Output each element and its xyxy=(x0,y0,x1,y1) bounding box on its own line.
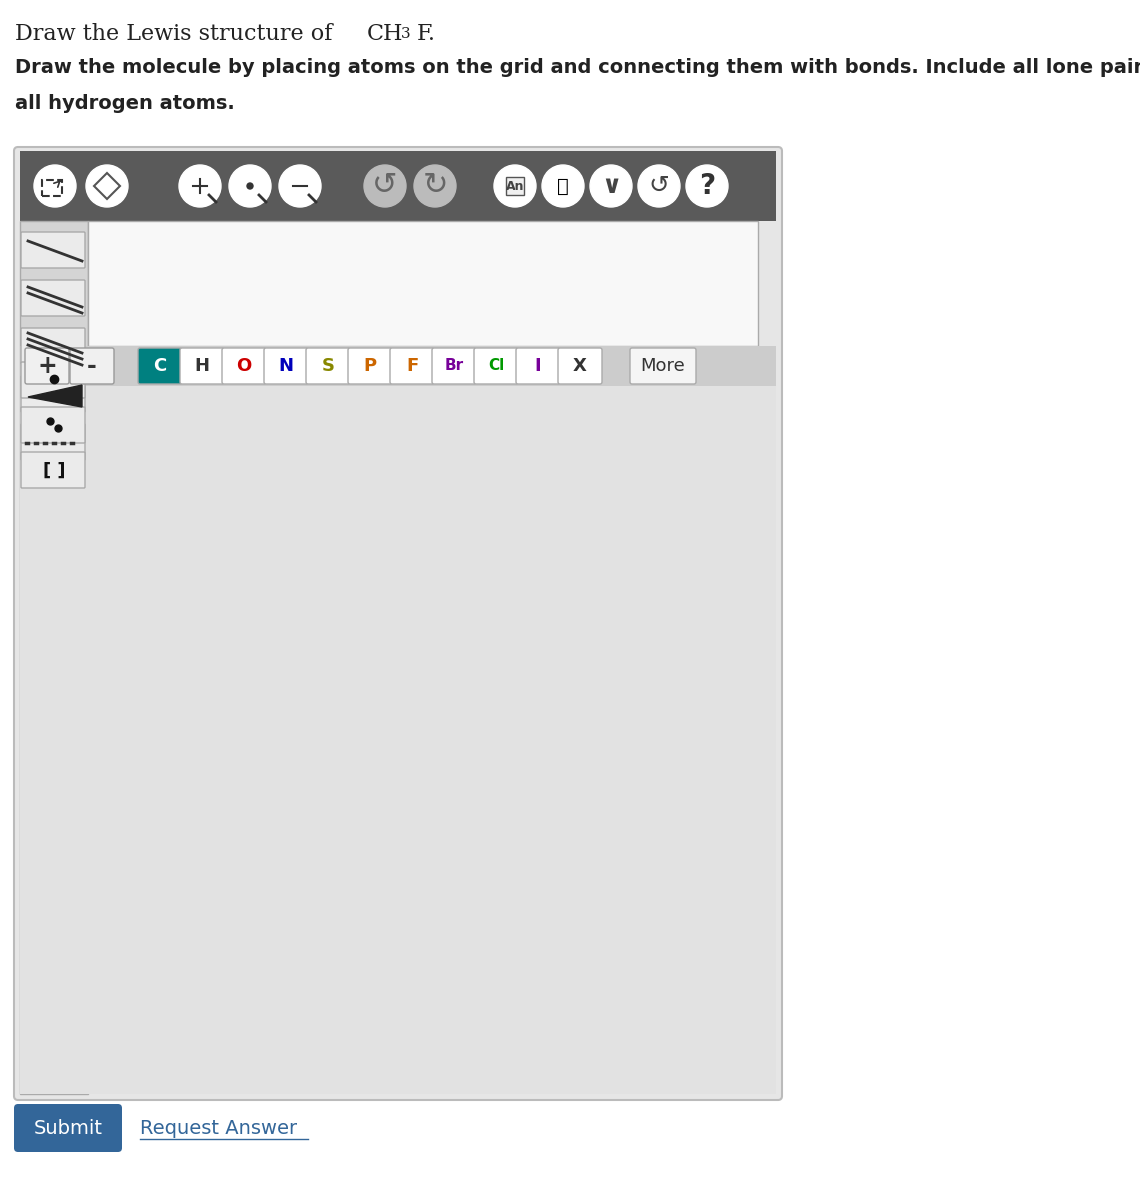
Text: ↻: ↻ xyxy=(422,172,448,200)
FancyBboxPatch shape xyxy=(348,347,392,384)
Circle shape xyxy=(414,165,456,208)
Text: all hydrogen atoms.: all hydrogen atoms. xyxy=(15,94,235,113)
Bar xyxy=(42,180,62,196)
FancyBboxPatch shape xyxy=(138,347,182,384)
Text: +: + xyxy=(38,353,57,378)
Bar xyxy=(506,177,524,195)
Text: Submit: Submit xyxy=(33,1118,103,1137)
Text: Draw the Lewis structure of: Draw the Lewis structure of xyxy=(15,23,340,45)
Text: P: P xyxy=(364,357,376,375)
FancyBboxPatch shape xyxy=(21,407,85,444)
Text: -: - xyxy=(87,353,97,378)
FancyBboxPatch shape xyxy=(21,425,85,460)
Text: F: F xyxy=(406,357,418,375)
Circle shape xyxy=(686,165,728,208)
Text: ↺: ↺ xyxy=(649,174,669,198)
Text: O: O xyxy=(236,357,252,375)
Text: N: N xyxy=(278,357,293,375)
Text: 💡: 💡 xyxy=(557,177,569,196)
Circle shape xyxy=(591,165,632,208)
Text: Request Answer: Request Answer xyxy=(140,1118,298,1137)
Text: ?: ? xyxy=(699,172,715,200)
FancyBboxPatch shape xyxy=(557,347,602,384)
Text: H: H xyxy=(195,357,210,375)
FancyBboxPatch shape xyxy=(222,347,266,384)
FancyBboxPatch shape xyxy=(630,347,697,384)
Bar xyxy=(21,221,88,1093)
FancyBboxPatch shape xyxy=(390,347,434,384)
FancyBboxPatch shape xyxy=(306,347,350,384)
Circle shape xyxy=(34,165,76,208)
Text: An: An xyxy=(506,179,524,192)
Bar xyxy=(21,385,776,1093)
FancyBboxPatch shape xyxy=(21,376,85,412)
Text: Cl: Cl xyxy=(488,358,504,374)
Text: C: C xyxy=(154,357,166,375)
Polygon shape xyxy=(28,385,82,407)
Circle shape xyxy=(638,165,679,208)
Text: ∨: ∨ xyxy=(601,174,621,198)
Circle shape xyxy=(179,165,221,208)
Bar xyxy=(21,151,776,221)
FancyBboxPatch shape xyxy=(432,347,477,384)
Text: 3: 3 xyxy=(401,27,410,42)
Bar xyxy=(21,346,776,385)
FancyBboxPatch shape xyxy=(70,347,114,384)
FancyBboxPatch shape xyxy=(264,347,308,384)
Circle shape xyxy=(279,165,321,208)
FancyBboxPatch shape xyxy=(14,1104,122,1152)
Text: More: More xyxy=(641,357,685,375)
Circle shape xyxy=(247,183,253,189)
FancyBboxPatch shape xyxy=(516,347,560,384)
FancyBboxPatch shape xyxy=(21,362,85,398)
Circle shape xyxy=(494,165,536,208)
FancyBboxPatch shape xyxy=(21,329,85,364)
Text: S: S xyxy=(321,357,334,375)
FancyBboxPatch shape xyxy=(21,280,85,315)
Polygon shape xyxy=(93,173,120,199)
Text: I: I xyxy=(535,357,542,375)
Text: X: X xyxy=(573,357,587,375)
FancyBboxPatch shape xyxy=(21,232,85,268)
Text: ↺: ↺ xyxy=(373,172,398,200)
FancyBboxPatch shape xyxy=(180,347,223,384)
Text: Br: Br xyxy=(445,358,464,374)
FancyBboxPatch shape xyxy=(21,452,85,487)
FancyBboxPatch shape xyxy=(14,147,782,1099)
Circle shape xyxy=(542,165,584,208)
FancyBboxPatch shape xyxy=(25,347,70,384)
Bar xyxy=(88,221,758,346)
Text: F.: F. xyxy=(417,23,437,45)
Text: CH: CH xyxy=(367,23,404,45)
Circle shape xyxy=(229,165,271,208)
FancyBboxPatch shape xyxy=(474,347,518,384)
Text: [ ]: [ ] xyxy=(43,463,65,480)
Circle shape xyxy=(364,165,406,208)
Circle shape xyxy=(86,165,128,208)
Text: Draw the molecule by placing atoms on the grid and connecting them with bonds. I: Draw the molecule by placing atoms on th… xyxy=(15,58,1140,77)
